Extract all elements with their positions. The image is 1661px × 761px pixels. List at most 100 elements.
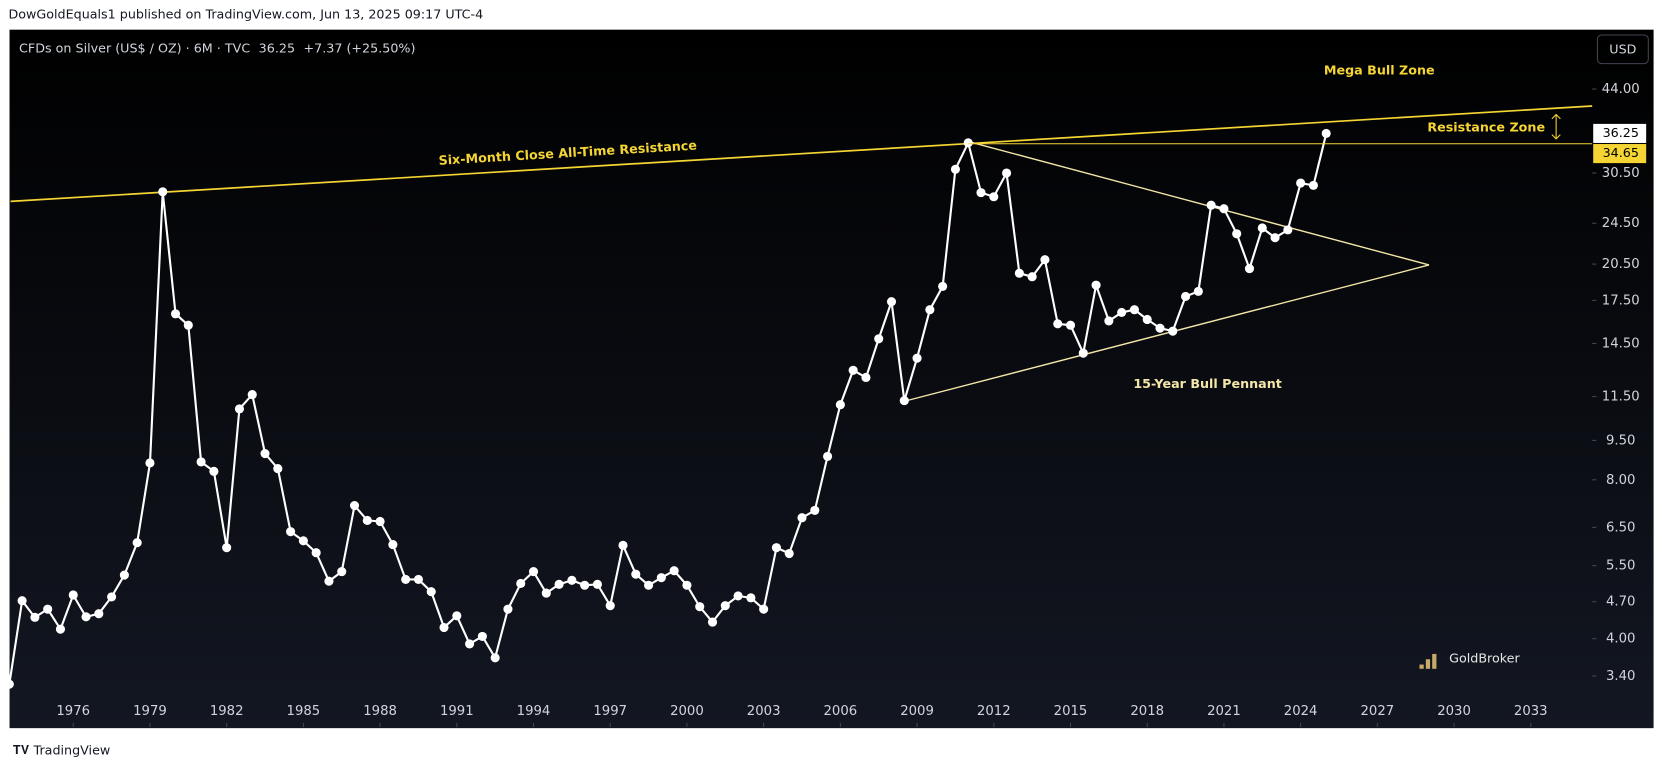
close-point (1244, 264, 1255, 274)
close-point (119, 570, 129, 580)
x-tick-label: 1994 (517, 704, 551, 719)
watermark-icon (1419, 664, 1424, 669)
close-point (1104, 316, 1114, 326)
close-point (592, 579, 602, 589)
x-tick-label: 1982 (210, 704, 244, 719)
close-point (1206, 200, 1216, 210)
footer-logo: 𝐓𝐕 TradingView (13, 742, 111, 757)
close-point (30, 612, 40, 622)
close-point (490, 653, 500, 663)
close-point (17, 596, 27, 606)
currency-button[interactable] (1596, 34, 1649, 65)
header-price: 36.25 (259, 40, 295, 55)
close-point (465, 639, 475, 649)
close-point (1014, 268, 1024, 278)
close-point (298, 536, 308, 546)
close-point (43, 604, 53, 614)
close-point (605, 601, 615, 611)
close-point (413, 574, 424, 584)
header-change: +7.37 (+25.50%) (304, 40, 416, 55)
y-tick-label: 11.50 (1602, 390, 1640, 405)
close-point (1168, 326, 1178, 336)
close-point (733, 591, 743, 601)
close-point (81, 612, 91, 622)
close-point (132, 538, 142, 548)
close-point (439, 622, 449, 633)
close-point (145, 458, 155, 468)
close-point (1065, 320, 1076, 330)
close-point (55, 624, 66, 634)
watermark-icon (1425, 659, 1431, 669)
resistance-zone-label: Resistance Zone (1427, 120, 1545, 135)
close-point (1117, 307, 1127, 318)
close-point (848, 365, 858, 375)
close-point (286, 527, 296, 537)
x-tick-label: 2030 (1437, 704, 1471, 719)
last-price-badge (1593, 123, 1647, 143)
close-point (656, 573, 666, 583)
x-tick-label: 2012 (977, 704, 1011, 719)
close-point (1219, 204, 1229, 214)
resistance-label: 34.65 (1603, 145, 1639, 160)
plot: 1976 1979 1982 1985 1988 1991 1994 1997 2000 2003… (4, 82, 1647, 728)
footer-text: TradingView (33, 742, 111, 757)
close-point (950, 164, 960, 174)
close-point (1257, 223, 1267, 233)
close-point (1283, 225, 1293, 235)
currency-label[interactable]: USD (1609, 41, 1636, 56)
x-tick-label: 2006 (824, 704, 858, 719)
watermark: GoldBroker (1419, 651, 1520, 669)
x-tick-label: 1991 (440, 704, 474, 719)
close-point (835, 400, 845, 410)
close-point (1002, 168, 1012, 178)
close-point (1193, 286, 1203, 296)
close-point (810, 505, 820, 515)
chart-area (9, 29, 1654, 729)
close-point (631, 569, 641, 579)
y-tick-label: 4.70 (1606, 595, 1635, 610)
resistance-badge (1593, 144, 1647, 164)
x-tick-label: 1976 (56, 704, 90, 719)
close-point (375, 516, 385, 527)
y-tick-label: 30.50 (1602, 166, 1640, 181)
close-point (477, 631, 487, 641)
x-tick-label: 1997 (593, 704, 627, 719)
close-point (158, 187, 168, 197)
close-point (886, 297, 897, 307)
close-point (337, 567, 347, 577)
close-point (1091, 280, 1101, 290)
x-tick-label: 2009 (900, 704, 934, 719)
x-tick-label: 1979 (133, 704, 167, 719)
close-point (401, 574, 411, 584)
y-tick-label: 6.50 (1606, 520, 1635, 535)
close-point (1142, 314, 1152, 325)
close-point (1040, 255, 1050, 265)
symbol-header: CFDs on Silver (US$ / OZ) · 6M · TVC 36.2… (19, 40, 415, 55)
close-point (222, 543, 232, 553)
close-point (426, 587, 436, 597)
close-point (861, 372, 871, 383)
close-point (989, 192, 999, 202)
x-tick-label: 2000 (670, 704, 704, 719)
close-point (107, 592, 117, 602)
close-point (746, 593, 756, 603)
watermark-icon (1432, 653, 1437, 669)
close-point (771, 543, 781, 553)
y-tick-label: 14.50 (1602, 336, 1640, 351)
close-point (899, 396, 909, 406)
y-tick-label: 5.50 (1606, 559, 1635, 574)
close-point (528, 567, 539, 577)
close-point (695, 602, 705, 612)
close-point (554, 579, 564, 589)
close-point (209, 466, 219, 476)
y-tick-label: 8.00 (1606, 473, 1635, 488)
watermark-text: GoldBroker (1449, 651, 1520, 666)
close-point (516, 578, 526, 588)
close-point (324, 576, 334, 586)
close-point (183, 320, 193, 330)
close-point (682, 580, 692, 590)
y-tick-label: 17.50 (1602, 293, 1640, 308)
mega-bull-zone: Mega Bull Zone (1324, 63, 1435, 78)
close-point (1232, 229, 1242, 239)
